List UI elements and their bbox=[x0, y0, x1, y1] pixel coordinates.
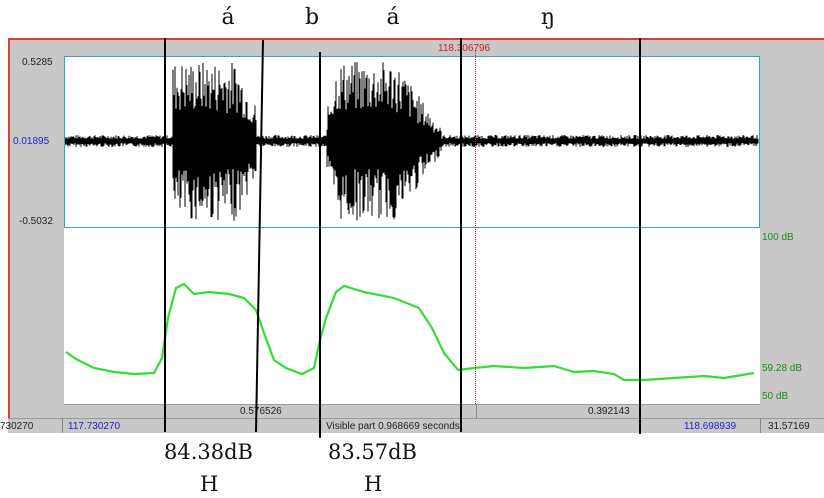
left-duration: 0.576526 bbox=[240, 406, 282, 417]
db-annotation-1: 84.38dB bbox=[164, 440, 253, 464]
time-cursor-line bbox=[475, 50, 476, 418]
db-bottom-label: 50 dB bbox=[762, 391, 789, 402]
segment-line-2 bbox=[255, 39, 264, 433]
visible-end-time: 118.698939 bbox=[684, 421, 737, 432]
visible-part-text: Visible part 0.968669 seconds bbox=[326, 421, 460, 432]
tone-annotation-1: H bbox=[200, 472, 219, 496]
db-top-label: 100 dB bbox=[762, 232, 794, 243]
waveform-panel[interactable] bbox=[64, 56, 760, 228]
tone-annotation-2: H bbox=[364, 472, 383, 496]
cursor-time-label: 118.306796 bbox=[438, 43, 491, 54]
db-cursor-label: 59.28 dB bbox=[762, 363, 803, 374]
phoneme-b: b bbox=[304, 5, 320, 30]
right-duration: 0.392143 bbox=[588, 406, 630, 417]
wave-y-mid: 0.01895 bbox=[13, 136, 50, 147]
wave-y-min: -0.5032 bbox=[19, 216, 53, 227]
phoneme-ng: ŋ bbox=[540, 5, 556, 30]
intensity-panel[interactable] bbox=[64, 228, 760, 404]
phoneme-a1: á bbox=[221, 5, 235, 30]
right-cut-time: 31.57169 bbox=[768, 421, 810, 432]
wave-y-max: 0.5285 bbox=[22, 57, 53, 68]
visible-start-time: 117.730270 bbox=[68, 421, 121, 432]
waveform-trace bbox=[65, 62, 759, 221]
phoneme-a2: á bbox=[386, 5, 400, 30]
left-cut-time: 730270 bbox=[0, 421, 34, 432]
intensity-svg bbox=[65, 282, 755, 382]
waveform-path bbox=[65, 62, 759, 221]
db-annotation-2: 83.57dB bbox=[328, 440, 417, 464]
visible-part-bar[interactable]: 730270 117.730270 Visible part 0.968669 … bbox=[0, 418, 824, 433]
intensity-curve bbox=[65, 282, 755, 382]
waveform-svg bbox=[65, 62, 759, 221]
